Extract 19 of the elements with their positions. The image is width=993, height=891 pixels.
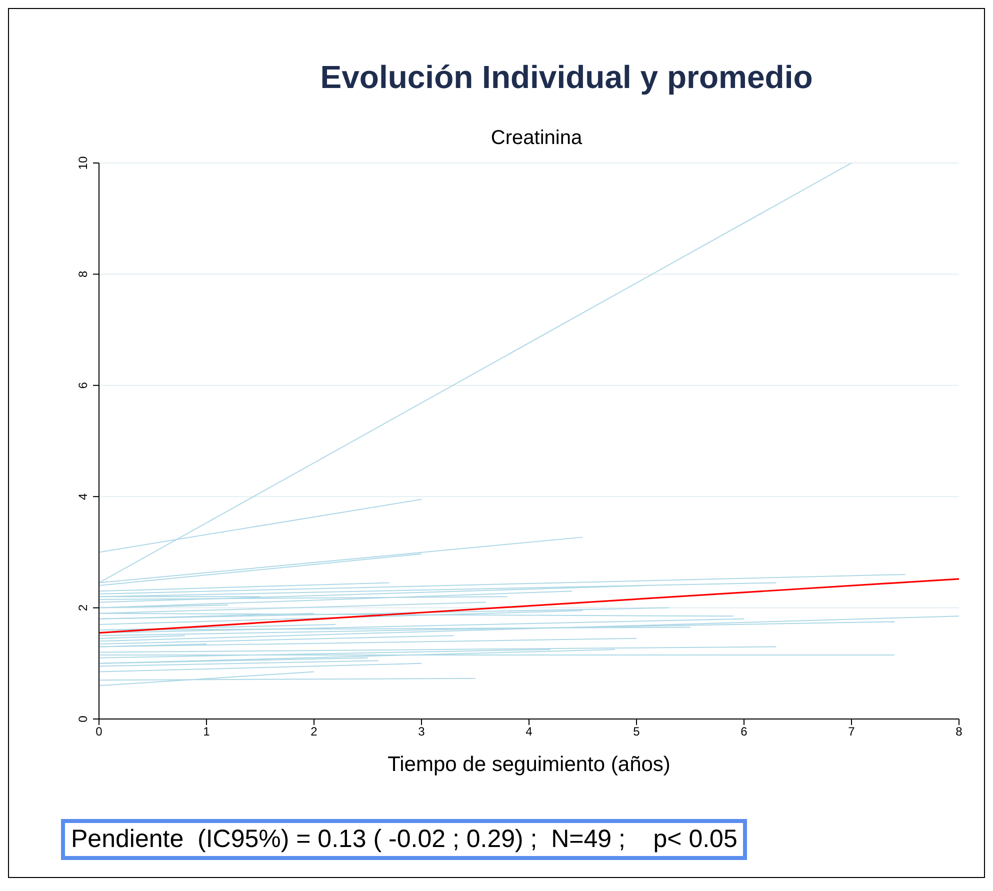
y-tick-label: 6 xyxy=(76,382,90,389)
x-tick-label: 5 xyxy=(633,724,640,739)
x-tick-label: 4 xyxy=(526,724,533,739)
x-tick-label: 2 xyxy=(310,724,318,739)
y-tick-label: 10 xyxy=(76,156,90,170)
x-tick-label: 7 xyxy=(848,724,856,739)
chart-title: Evolución Individual y promedio xyxy=(319,59,814,96)
chart-subtitle: Creatinina xyxy=(490,127,584,150)
x-tick-label: 3 xyxy=(418,724,426,739)
x-tick-label: 8 xyxy=(956,724,963,739)
y-tick-label: 4 xyxy=(76,492,90,500)
x-tick-label: 6 xyxy=(740,724,748,739)
text: Pendiente (IC95%) = 0.13 ( -0.02 ; 0.29) ; N=49 ; p< 0.05 xyxy=(61,819,748,860)
x-axis-title: Tiempo de seguimiento (años) xyxy=(388,753,670,776)
y-tick-label: 0 xyxy=(76,715,90,722)
y-tick-label: 8 xyxy=(76,270,90,278)
x-tick-label: 0 xyxy=(96,724,103,739)
y-tick-label: 2 xyxy=(76,604,90,612)
x-tick-label: 1 xyxy=(203,724,210,739)
